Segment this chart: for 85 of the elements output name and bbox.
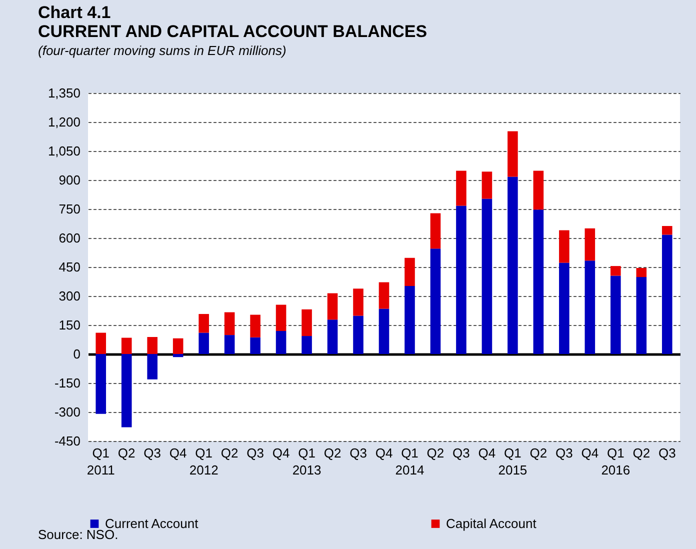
y-tick-label: -150 xyxy=(54,376,80,390)
bar xyxy=(662,226,672,235)
x-tick-label: Q3 xyxy=(144,446,162,460)
bar xyxy=(198,332,209,354)
y-tick-label: 600 xyxy=(58,230,80,246)
bar xyxy=(96,332,106,354)
bar xyxy=(430,213,441,249)
bar xyxy=(610,266,621,276)
x-tick-label: Q4 xyxy=(375,446,393,460)
x-tick-label: Q1 2013 xyxy=(292,446,322,478)
x-tick-label: Q3 xyxy=(556,446,573,460)
y-tick-label: 900 xyxy=(58,172,80,188)
y-tick-label: 450 xyxy=(58,260,80,274)
x-tick-label: Q1 2016 xyxy=(601,446,630,478)
bar xyxy=(250,337,260,354)
chart-title: Chart 4.1 CURRENT AND CAPITAL ACCOUNT BALANCES xyxy=(38,3,428,41)
bar xyxy=(147,336,158,354)
bar xyxy=(250,314,260,338)
bar xyxy=(276,330,286,354)
bar xyxy=(198,314,209,333)
x-tick-label: Q2 xyxy=(118,446,136,460)
x-tick-label: Q3 xyxy=(658,446,676,460)
bar xyxy=(172,338,184,354)
bar xyxy=(121,354,132,428)
bar xyxy=(378,282,390,309)
bar xyxy=(172,354,184,358)
x-tick-label: Q2 xyxy=(426,446,444,460)
bar xyxy=(327,293,338,320)
y-tick-label: 1,350 xyxy=(48,86,80,100)
x-tick-label: Q2 xyxy=(220,446,238,460)
bar xyxy=(302,336,312,354)
y-tick-label: 0 xyxy=(73,346,80,362)
bar xyxy=(224,312,235,336)
x-tick-label: Q3 xyxy=(246,446,264,460)
bar xyxy=(636,268,647,278)
bar xyxy=(533,210,544,354)
y-tick-label: -450 xyxy=(54,434,80,448)
bar xyxy=(404,258,415,286)
bar xyxy=(533,170,544,210)
bar xyxy=(482,172,492,199)
bar xyxy=(584,228,596,261)
bar xyxy=(404,286,415,354)
x-tick-label: Q4 xyxy=(272,446,290,460)
y-tick-label: 750 xyxy=(58,202,80,216)
bar xyxy=(147,354,158,380)
y-tick-label: 150 xyxy=(58,318,80,332)
bar xyxy=(508,176,518,354)
bar xyxy=(302,309,312,336)
y-tick-label: 300 xyxy=(58,288,80,304)
x-tick-label: Q1 2011 xyxy=(86,446,115,478)
x-tick-label: Q1 2015 xyxy=(498,446,528,478)
bar xyxy=(327,320,338,354)
legend-label: Capital Account xyxy=(446,516,537,531)
x-tick-label: Q3 xyxy=(350,446,367,460)
bar xyxy=(559,230,570,263)
bar xyxy=(353,288,364,316)
bar xyxy=(559,262,570,354)
bar xyxy=(508,131,518,177)
bar xyxy=(121,338,132,354)
bar xyxy=(276,304,286,331)
bar xyxy=(456,170,466,206)
y-tick-label: 1,200 xyxy=(48,114,80,130)
x-tick-label: Q1 2012 xyxy=(189,446,218,478)
bar xyxy=(584,260,596,354)
bar xyxy=(662,234,672,354)
x-tick-label: Q4 xyxy=(478,446,496,460)
x-tick-label: Q4 xyxy=(581,446,599,460)
x-tick-label: Q4 xyxy=(169,446,187,460)
bar xyxy=(456,206,466,354)
bar xyxy=(482,198,492,354)
bar xyxy=(96,354,106,414)
x-tick-label: Q1 2014 xyxy=(395,446,424,478)
x-tick-label: Q2 xyxy=(324,446,342,460)
bar xyxy=(636,277,647,354)
x-tick-label: Q2 xyxy=(530,446,548,460)
y-tick-label: -300 xyxy=(54,404,80,420)
x-tick-label: Q2 xyxy=(632,446,650,460)
chart-subtitle: (four-quarter moving sums in EUR millions) xyxy=(38,43,286,58)
x-tick-label: Q3 xyxy=(452,446,470,460)
bar xyxy=(610,276,621,354)
bar xyxy=(353,316,364,354)
bar xyxy=(378,308,390,354)
y-tick-label: 1,050 xyxy=(48,144,80,158)
bar xyxy=(430,248,441,354)
bar xyxy=(224,335,235,354)
